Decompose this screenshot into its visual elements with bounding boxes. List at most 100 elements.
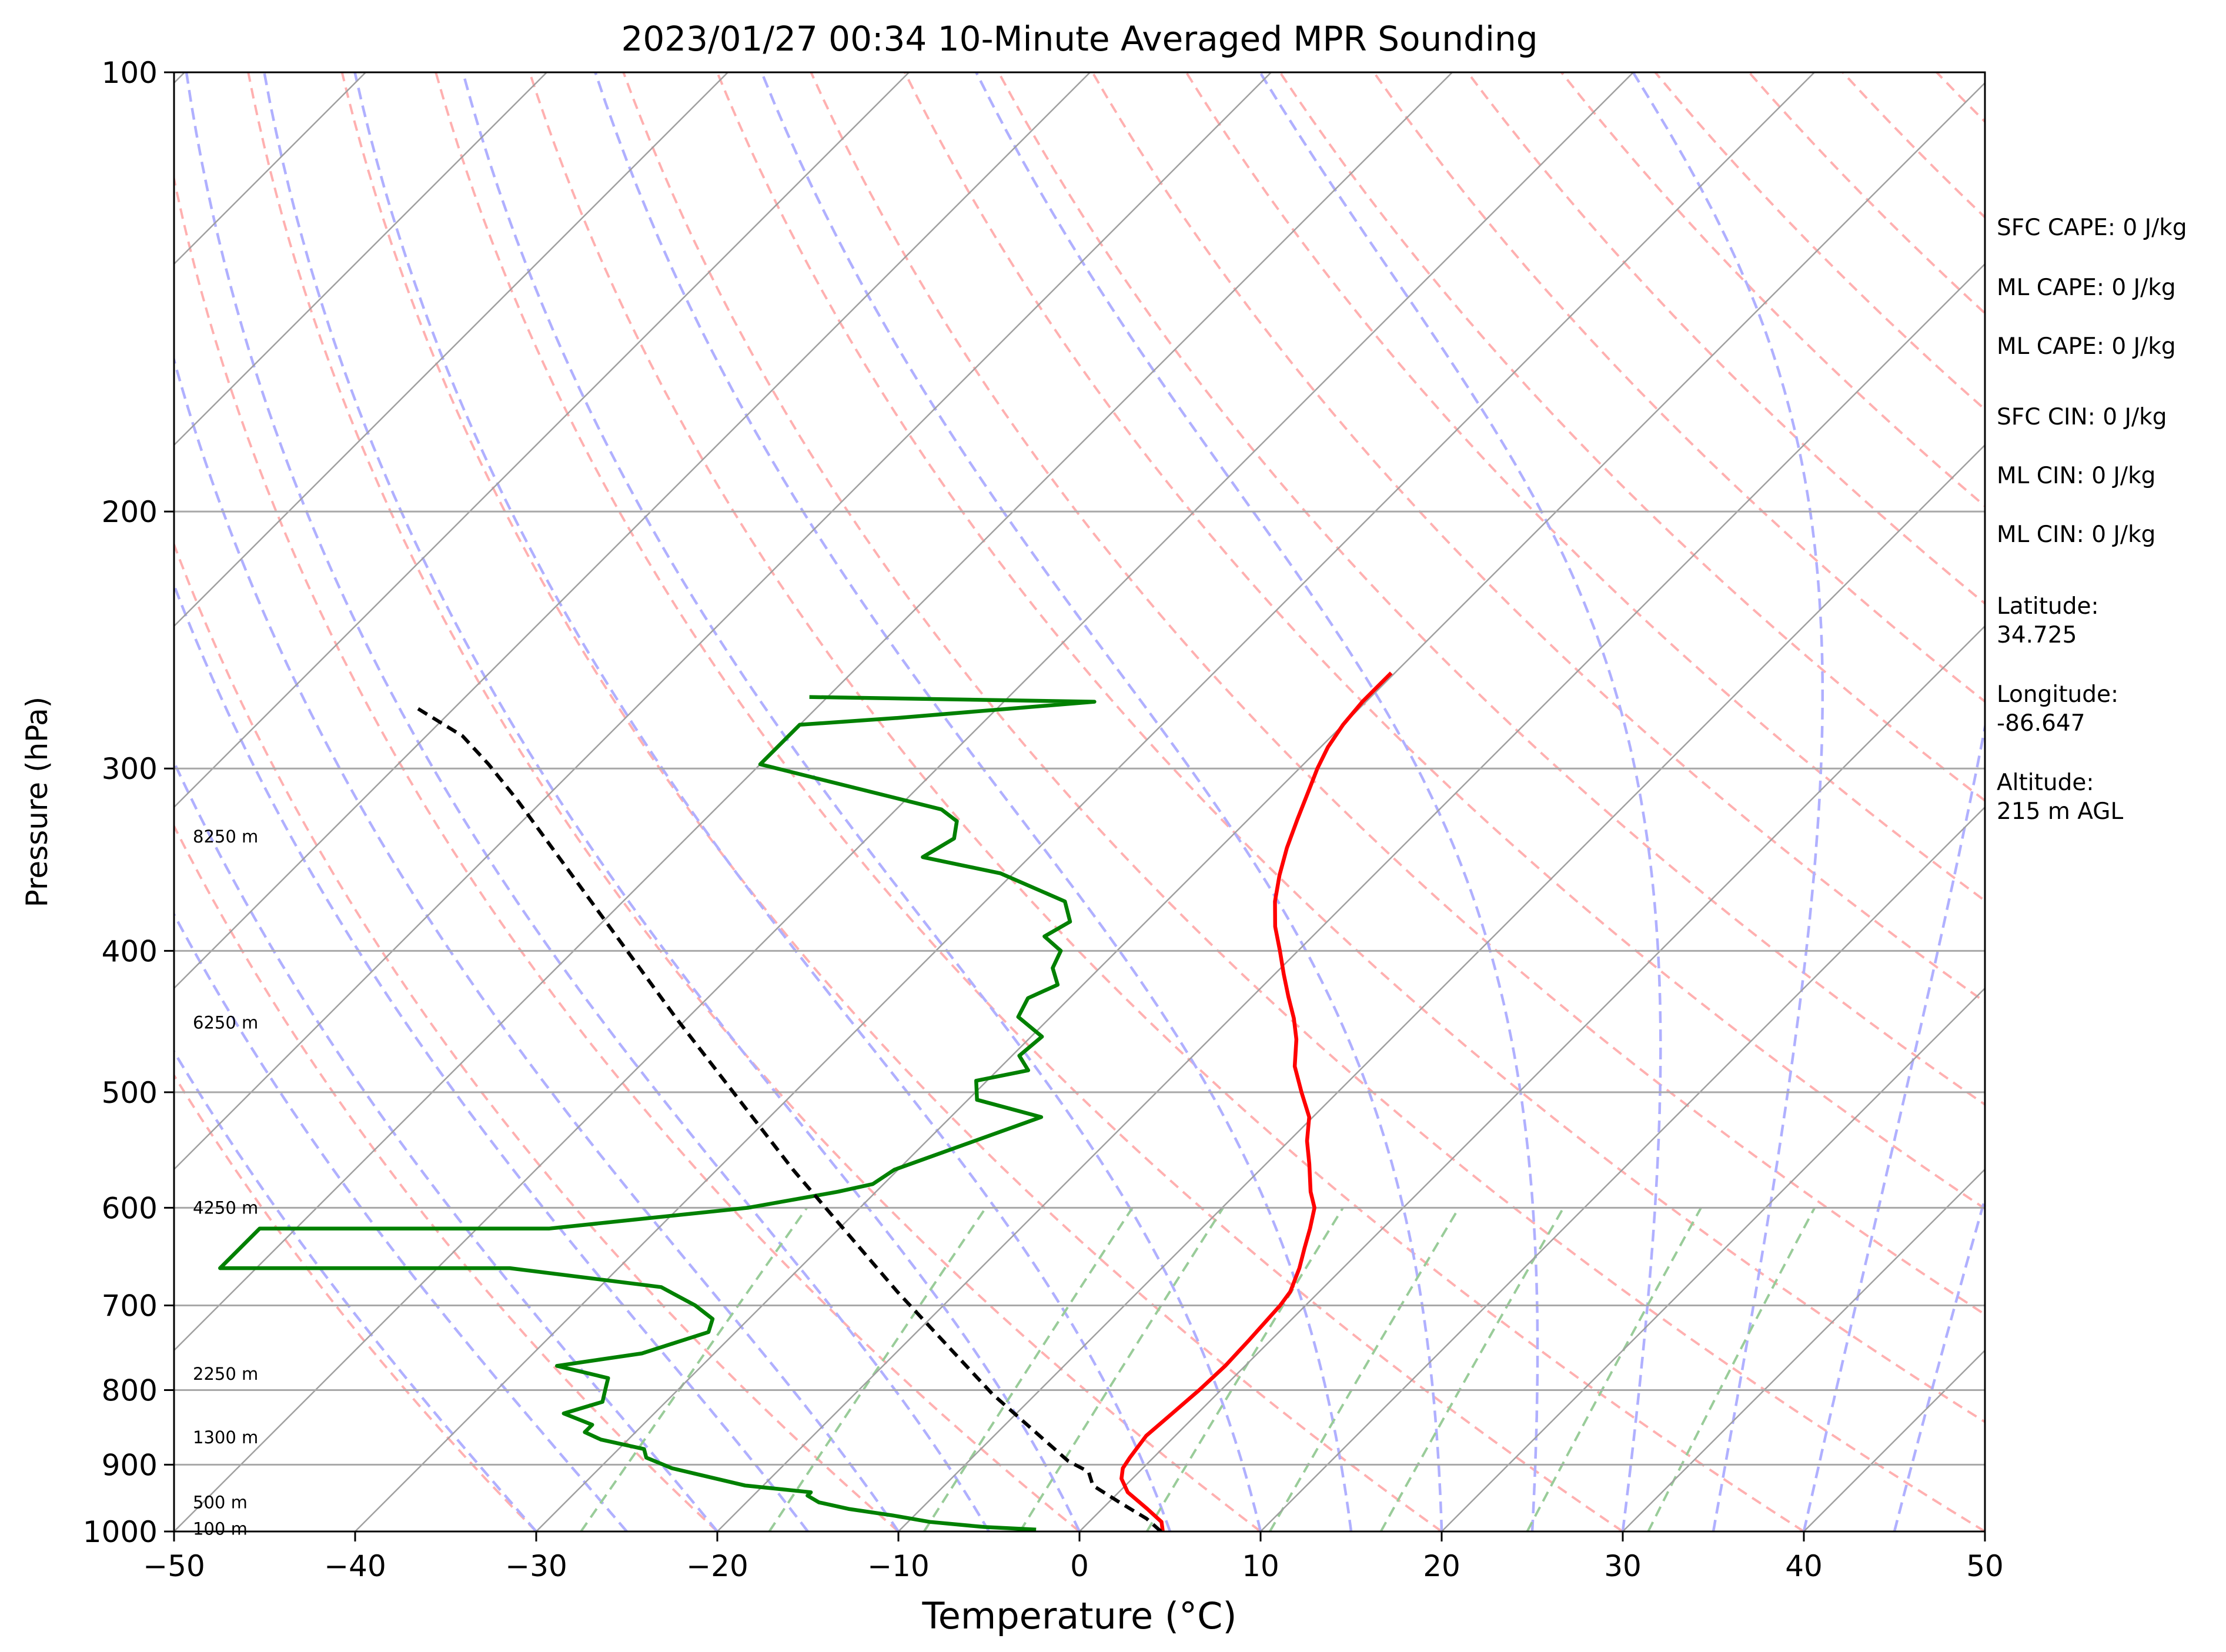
side-info-text: 215 m AGL — [1997, 798, 2123, 825]
dry-adiabat — [1091, 72, 1985, 1004]
dewpoint-line — [218, 695, 1097, 1531]
x-tick-label: 0 — [1070, 1549, 1089, 1583]
isotherm — [174, 72, 1453, 1352]
x-tick-label: 10 — [1242, 1549, 1279, 1583]
y-tick-label: 100 — [102, 56, 158, 90]
dry-adiabat — [904, 72, 1985, 1210]
dry-adiabat — [810, 72, 1985, 1316]
moist-adiabat — [185, 72, 990, 1531]
height-label: 1300 m — [193, 1427, 258, 1447]
x-axis-label: Temperature (°C) — [921, 1594, 1236, 1637]
side-info-text: SFC CAPE: 0 J/kg — [1997, 215, 2187, 241]
moist-adiabat — [174, 581, 809, 1531]
dry-adiabat — [340, 72, 1443, 1531]
x-tick-label: −20 — [686, 1549, 748, 1583]
moist-adiabat — [975, 72, 1539, 1531]
mixing-ratio-line — [768, 1207, 987, 1531]
side-info-text: ML CAPE: 0 J/kg — [1997, 333, 2176, 360]
mixing-ratio-line — [1526, 1207, 1702, 1531]
mixing-ratio-line — [580, 1207, 808, 1531]
isotherm — [0, 72, 4, 1531]
y-tick-label: 700 — [102, 1289, 158, 1323]
side-info-text: ML CIN: 0 J/kg — [1997, 463, 2155, 489]
dry-adiabat — [174, 173, 1081, 1531]
moist-adiabat — [174, 759, 718, 1531]
dry-adiabat — [2218, 72, 2226, 1531]
side-info-text: Latitude: — [1997, 593, 2099, 620]
moist-adiabat — [594, 72, 1353, 1531]
chart-title: 2023/01/27 00:34 10-Minute Averaged MPR … — [621, 19, 1538, 59]
moist-adiabat — [1632, 72, 1824, 1531]
mixing-ratio-line — [1145, 1207, 1344, 1531]
isotherm — [717, 263, 1985, 1531]
mixing-ratio-line — [1647, 1207, 1816, 1531]
plot-frame — [173, 71, 1986, 1533]
side-info-text: Longitude: — [1997, 681, 2118, 708]
dry-adiabat — [1466, 72, 1985, 606]
isotherm — [174, 72, 366, 265]
height-label: 6250 m — [193, 1012, 258, 1032]
side-info-text: -86.647 — [1997, 710, 2085, 737]
moist-adiabat — [263, 72, 1081, 1531]
y-tick-label: 1000 — [83, 1515, 158, 1549]
y-tick-label: 200 — [102, 495, 158, 529]
y-tick-label: 300 — [102, 752, 158, 786]
side-info-text: 34.725 — [1997, 622, 2077, 648]
parcel-line — [413, 705, 1162, 1531]
dry-adiabat — [174, 1073, 537, 1531]
temperature-line — [1119, 671, 1393, 1531]
dry-adiabat — [528, 72, 1805, 1531]
x-tick-label: −40 — [324, 1549, 386, 1583]
mixing-ratio-line — [1269, 1207, 1460, 1531]
moist-adiabat — [760, 72, 1443, 1531]
isotherm — [1079, 625, 1985, 1531]
isotherm — [1441, 987, 1985, 1531]
y-tick-label: 800 — [102, 1373, 158, 1407]
isotherm — [174, 72, 910, 808]
isotherm — [174, 72, 547, 446]
moist-adiabat — [353, 72, 1172, 1531]
isotherm — [174, 72, 1272, 1171]
isotherm — [355, 72, 1815, 1531]
x-tick-label: −10 — [867, 1549, 930, 1583]
y-tick-label: 900 — [102, 1448, 158, 1482]
moist-adiabat — [462, 72, 1262, 1531]
x-tick-label: 50 — [1966, 1549, 2004, 1583]
height-label: 4250 m — [193, 1198, 258, 1218]
dry-adiabat — [1560, 72, 1985, 508]
side-info-text: SFC CIN: 0 J/kg — [1997, 404, 2167, 430]
isotherm — [536, 82, 1985, 1531]
mixing-ratio-line — [1379, 1207, 1565, 1531]
side-info-text: Altitude: — [1997, 770, 2094, 796]
dry-adiabat — [174, 541, 900, 1531]
dry-adiabat — [716, 72, 1985, 1423]
y-tick-label: 600 — [102, 1191, 158, 1225]
isotherm — [1622, 1168, 1985, 1531]
height-label: 8250 m — [193, 827, 258, 847]
dry-adiabat — [247, 72, 1262, 1531]
dry-adiabat — [434, 72, 1624, 1531]
x-tick-label: −50 — [143, 1549, 205, 1583]
x-tick-label: 20 — [1423, 1549, 1460, 1583]
moist-adiabat — [1802, 720, 1985, 1531]
dry-adiabat — [1185, 72, 1985, 902]
x-tick-label: 40 — [1785, 1549, 1823, 1583]
moist-adiabat — [174, 355, 900, 1531]
moist-adiabat — [1259, 72, 1662, 1531]
side-info-text: ML CAPE: 0 J/kg — [1997, 275, 2176, 301]
moist-adiabat — [174, 1049, 537, 1531]
height-label: 500 m — [193, 1492, 248, 1512]
x-tick-label: −30 — [505, 1549, 567, 1583]
isotherm — [174, 72, 728, 627]
isotherm — [174, 72, 1091, 989]
x-tick-label: 30 — [1604, 1549, 1642, 1583]
y-tick-label: 400 — [102, 934, 158, 968]
mixing-ratio-line — [923, 1207, 1134, 1531]
y-axis-label: Pressure (hPa) — [20, 697, 54, 908]
moist-adiabat — [174, 911, 628, 1531]
isotherm — [898, 444, 1985, 1531]
side-info-text: ML CIN: 0 J/kg — [1997, 521, 2155, 548]
mixing-ratio-line — [1019, 1207, 1224, 1531]
